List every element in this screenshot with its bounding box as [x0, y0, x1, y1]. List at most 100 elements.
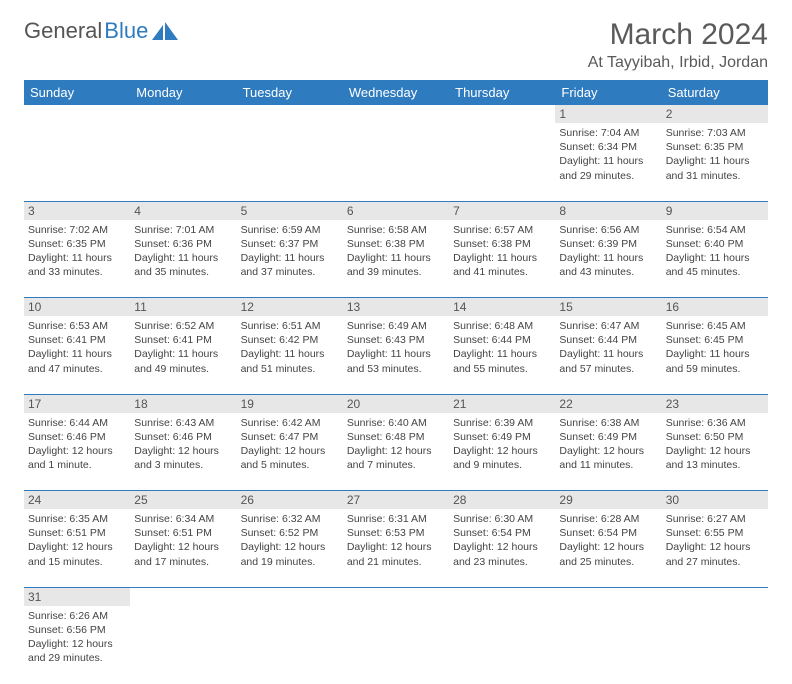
- day-number-cell: 8: [555, 201, 661, 220]
- day-content: Sunrise: 6:53 AMSunset: 6:41 PMDaylight:…: [28, 319, 126, 376]
- day-content: Sunrise: 6:36 AMSunset: 6:50 PMDaylight:…: [666, 416, 764, 473]
- day-content: Sunrise: 6:35 AMSunset: 6:51 PMDaylight:…: [28, 512, 126, 569]
- day-cell: Sunrise: 6:31 AMSunset: 6:53 PMDaylight:…: [343, 509, 449, 587]
- day-cell: Sunrise: 6:51 AMSunset: 6:42 PMDaylight:…: [237, 316, 343, 394]
- day-content: Sunrise: 7:02 AMSunset: 6:35 PMDaylight:…: [28, 223, 126, 280]
- day-number-cell: 19: [237, 394, 343, 413]
- day-content: Sunrise: 6:45 AMSunset: 6:45 PMDaylight:…: [666, 319, 764, 376]
- day-cell: [130, 123, 236, 201]
- day-content: Sunrise: 7:01 AMSunset: 6:36 PMDaylight:…: [134, 223, 232, 280]
- header: GeneralBlue March 2024 At Tayyibah, Irbi…: [24, 18, 768, 72]
- calendar-body: 12 Sunrise: 7:04 AMSunset: 6:34 PMDayligh…: [24, 105, 768, 684]
- day-cell: Sunrise: 6:36 AMSunset: 6:50 PMDaylight:…: [662, 413, 768, 491]
- day-content: Sunrise: 6:58 AMSunset: 6:38 PMDaylight:…: [347, 223, 445, 280]
- day-content: Sunrise: 6:43 AMSunset: 6:46 PMDaylight:…: [134, 416, 232, 473]
- day-content: Sunrise: 6:27 AMSunset: 6:55 PMDaylight:…: [666, 512, 764, 569]
- location: At Tayyibah, Irbid, Jordan: [588, 54, 768, 72]
- day-cell: Sunrise: 6:45 AMSunset: 6:45 PMDaylight:…: [662, 316, 768, 394]
- day-number-cell: [24, 105, 130, 123]
- day-cell: Sunrise: 6:49 AMSunset: 6:43 PMDaylight:…: [343, 316, 449, 394]
- day-number-cell: 24: [24, 491, 130, 510]
- day-number-cell: 28: [449, 491, 555, 510]
- day-number-row: 10111213141516: [24, 298, 768, 317]
- day-cell: Sunrise: 7:03 AMSunset: 6:35 PMDaylight:…: [662, 123, 768, 201]
- day-content-row: Sunrise: 6:44 AMSunset: 6:46 PMDaylight:…: [24, 413, 768, 491]
- day-number-cell: 10: [24, 298, 130, 317]
- weekday-header: Saturday: [662, 80, 768, 105]
- day-content: Sunrise: 6:49 AMSunset: 6:43 PMDaylight:…: [347, 319, 445, 376]
- day-number-cell: [343, 105, 449, 123]
- day-content: Sunrise: 7:04 AMSunset: 6:34 PMDaylight:…: [559, 126, 657, 183]
- day-number-row: 31: [24, 587, 768, 606]
- day-number-cell: 18: [130, 394, 236, 413]
- day-cell: [343, 123, 449, 201]
- day-content-row: Sunrise: 6:53 AMSunset: 6:41 PMDaylight:…: [24, 316, 768, 394]
- day-number-cell: 5: [237, 201, 343, 220]
- day-number-row: 24252627282930: [24, 491, 768, 510]
- day-cell: Sunrise: 6:40 AMSunset: 6:48 PMDaylight:…: [343, 413, 449, 491]
- day-content: Sunrise: 6:30 AMSunset: 6:54 PMDaylight:…: [453, 512, 551, 569]
- day-number-cell: 23: [662, 394, 768, 413]
- day-cell: [130, 606, 236, 684]
- day-content: Sunrise: 6:39 AMSunset: 6:49 PMDaylight:…: [453, 416, 551, 473]
- weekday-header: Monday: [130, 80, 236, 105]
- day-number-cell: [343, 587, 449, 606]
- day-cell: Sunrise: 6:44 AMSunset: 6:46 PMDaylight:…: [24, 413, 130, 491]
- day-content: Sunrise: 6:57 AMSunset: 6:38 PMDaylight:…: [453, 223, 551, 280]
- day-content: Sunrise: 6:34 AMSunset: 6:51 PMDaylight:…: [134, 512, 232, 569]
- day-content: Sunrise: 6:54 AMSunset: 6:40 PMDaylight:…: [666, 223, 764, 280]
- month-title: March 2024: [588, 18, 768, 52]
- day-cell: Sunrise: 6:58 AMSunset: 6:38 PMDaylight:…: [343, 220, 449, 298]
- day-content: Sunrise: 6:38 AMSunset: 6:49 PMDaylight:…: [559, 416, 657, 473]
- day-number-cell: 29: [555, 491, 661, 510]
- day-cell: [237, 606, 343, 684]
- day-number-cell: [662, 587, 768, 606]
- day-number-cell: [449, 587, 555, 606]
- day-number-row: 3456789: [24, 201, 768, 220]
- day-cell: Sunrise: 6:34 AMSunset: 6:51 PMDaylight:…: [130, 509, 236, 587]
- page: GeneralBlue March 2024 At Tayyibah, Irbi…: [0, 0, 792, 684]
- day-cell: Sunrise: 6:53 AMSunset: 6:41 PMDaylight:…: [24, 316, 130, 394]
- day-number-cell: 27: [343, 491, 449, 510]
- day-number-cell: 4: [130, 201, 236, 220]
- day-cell: Sunrise: 6:43 AMSunset: 6:46 PMDaylight:…: [130, 413, 236, 491]
- day-content: Sunrise: 6:28 AMSunset: 6:54 PMDaylight:…: [559, 512, 657, 569]
- day-cell: Sunrise: 6:47 AMSunset: 6:44 PMDaylight:…: [555, 316, 661, 394]
- day-cell: Sunrise: 6:38 AMSunset: 6:49 PMDaylight:…: [555, 413, 661, 491]
- day-number-row: 12: [24, 105, 768, 123]
- day-cell: Sunrise: 6:42 AMSunset: 6:47 PMDaylight:…: [237, 413, 343, 491]
- day-number-cell: 12: [237, 298, 343, 317]
- day-cell: [343, 606, 449, 684]
- weekday-header: Thursday: [449, 80, 555, 105]
- day-content: Sunrise: 6:48 AMSunset: 6:44 PMDaylight:…: [453, 319, 551, 376]
- weekday-header: Friday: [555, 80, 661, 105]
- weekday-header: Tuesday: [237, 80, 343, 105]
- day-content: Sunrise: 6:32 AMSunset: 6:52 PMDaylight:…: [241, 512, 339, 569]
- logo: GeneralBlue: [24, 18, 178, 44]
- day-cell: Sunrise: 6:35 AMSunset: 6:51 PMDaylight:…: [24, 509, 130, 587]
- day-cell: [24, 123, 130, 201]
- day-number-cell: 13: [343, 298, 449, 317]
- day-number-cell: 30: [662, 491, 768, 510]
- day-content: Sunrise: 6:52 AMSunset: 6:41 PMDaylight:…: [134, 319, 232, 376]
- day-number-cell: [449, 105, 555, 123]
- day-number-cell: 21: [449, 394, 555, 413]
- day-number-cell: 22: [555, 394, 661, 413]
- day-content-row: Sunrise: 6:26 AMSunset: 6:56 PMDaylight:…: [24, 606, 768, 684]
- day-cell: Sunrise: 6:56 AMSunset: 6:39 PMDaylight:…: [555, 220, 661, 298]
- day-cell: [449, 123, 555, 201]
- day-content: Sunrise: 6:44 AMSunset: 6:46 PMDaylight:…: [28, 416, 126, 473]
- day-content: Sunrise: 6:56 AMSunset: 6:39 PMDaylight:…: [559, 223, 657, 280]
- day-content: Sunrise: 6:51 AMSunset: 6:42 PMDaylight:…: [241, 319, 339, 376]
- day-number-cell: 9: [662, 201, 768, 220]
- day-content-row: Sunrise: 7:04 AMSunset: 6:34 PMDaylight:…: [24, 123, 768, 201]
- day-number-cell: 25: [130, 491, 236, 510]
- day-number-cell: [130, 105, 236, 123]
- day-number-cell: [237, 105, 343, 123]
- day-cell: Sunrise: 6:39 AMSunset: 6:49 PMDaylight:…: [449, 413, 555, 491]
- day-cell: Sunrise: 7:04 AMSunset: 6:34 PMDaylight:…: [555, 123, 661, 201]
- day-cell: Sunrise: 6:26 AMSunset: 6:56 PMDaylight:…: [24, 606, 130, 684]
- day-content-row: Sunrise: 6:35 AMSunset: 6:51 PMDaylight:…: [24, 509, 768, 587]
- day-cell: [662, 606, 768, 684]
- day-number-cell: 31: [24, 587, 130, 606]
